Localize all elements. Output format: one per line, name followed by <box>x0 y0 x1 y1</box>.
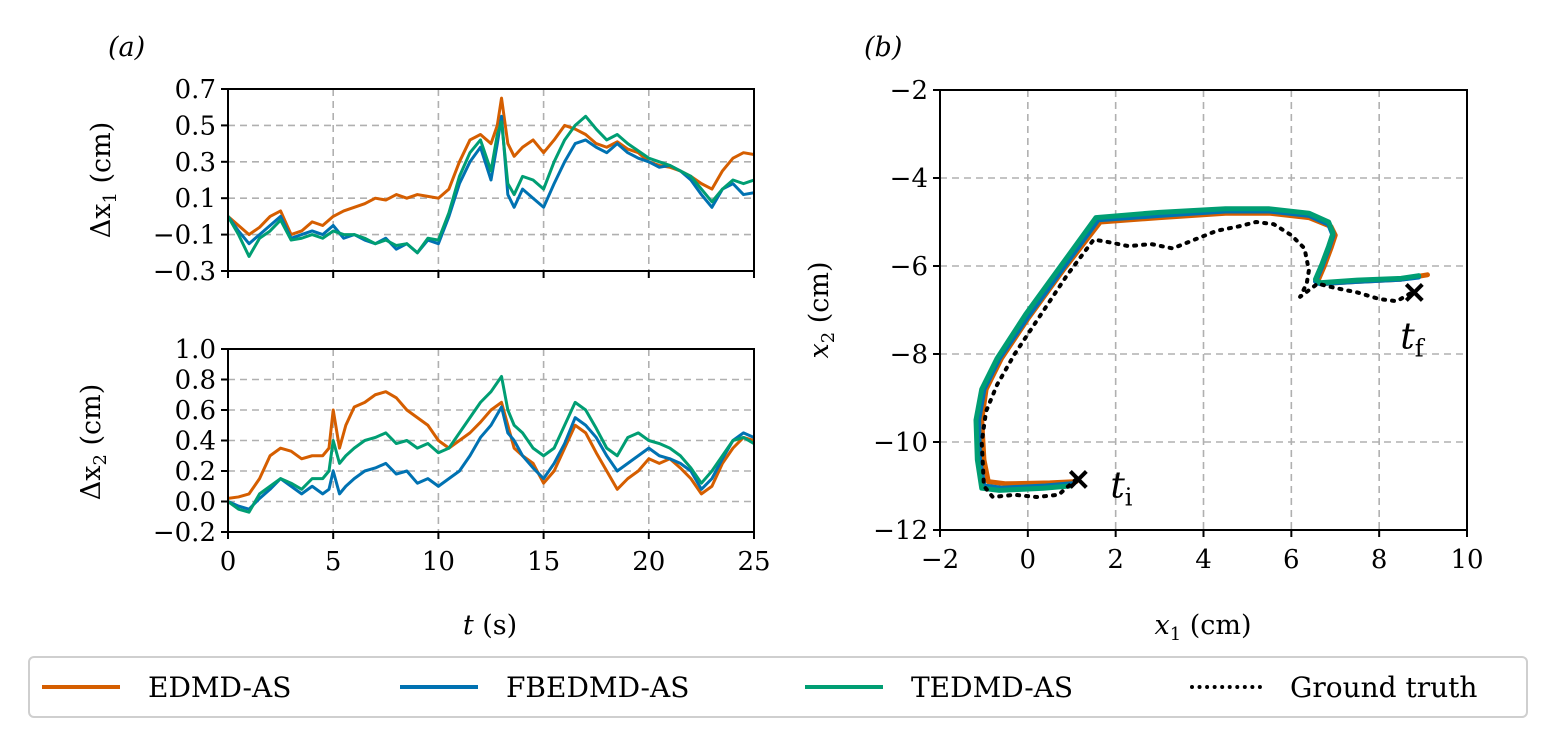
a1-ytick-label: 0.3 <box>175 148 216 178</box>
legend-item-fbedmd: FBEDMD-AS <box>400 658 689 716</box>
a2-ytick-label: 0.2 <box>175 457 216 487</box>
b-series-ground-truth <box>979 220 1415 499</box>
legend-swatch-ground-truth <box>1190 685 1262 689</box>
b-ytick-label: −10 <box>873 428 928 458</box>
a1-series-tedmd-as <box>228 114 754 258</box>
a2-ytick-label: 0.0 <box>175 488 216 518</box>
legend: EDMD-AS FBEDMD-AS TEDMD-AS Ground truth <box>28 656 1528 718</box>
a2-ytick-label: 0.6 <box>175 396 216 426</box>
a1-frame <box>227 88 755 272</box>
legend-item-edmd: EDMD-AS <box>42 658 291 716</box>
legend-label-tedmd: TEDMD-AS <box>911 670 1074 704</box>
b-annotation-tf: tf <box>1400 316 1425 362</box>
a2-ytick-label: 1.0 <box>175 335 216 365</box>
b-xtick-label: 8 <box>1371 545 1388 575</box>
b-xtick-label: 6 <box>1283 545 1300 575</box>
panel-label-a: (a) <box>108 32 145 63</box>
b-ytick-label: −8 <box>890 340 928 370</box>
a1-ytick-label: 0.7 <box>175 75 216 105</box>
a2-xtick-label: 25 <box>737 547 770 577</box>
b-ytick-label: −4 <box>890 164 928 194</box>
b-annotation-sub: f <box>1415 334 1426 362</box>
legend-swatch-tedmd <box>805 685 883 689</box>
b-series-tedmd-as <box>973 206 1422 493</box>
a1-ytick-label: −0.1 <box>153 221 216 251</box>
plot-a-delta-x2: 1.00.80.60.40.20.0−0.20 5 10 15 20 25 <box>153 335 771 577</box>
a2-xtick-label: 20 <box>632 547 665 577</box>
a2-ytick-label: −0.2 <box>153 518 216 548</box>
a2-series-tedmd-as <box>228 374 754 514</box>
a1-ytick-label: −0.3 <box>153 257 216 287</box>
a2-ytick-label: 0.8 <box>175 366 216 396</box>
a1-ytick-label: 0.1 <box>175 184 216 214</box>
b-marker-tf-stroke2 <box>1404 282 1424 302</box>
b-annotation-main: t <box>1400 316 1415 357</box>
a2-ytick-label: 0.4 <box>175 427 216 457</box>
a2-ylabel: Δx2 (cm) <box>76 384 111 501</box>
b-xtick-label: 0 <box>1020 545 1037 575</box>
b-ytick-label: −12 <box>873 516 928 546</box>
figure: (a) (b) 0.70.50.30.1−0.1−0.3 1.00.80.60.… <box>76 32 1484 645</box>
a2-xtick-label: 0 <box>220 547 237 577</box>
b-annotation-main: t <box>1110 465 1125 506</box>
legend-item-ground-truth: Ground truth <box>1190 658 1477 716</box>
legend-label-edmd: EDMD-AS <box>148 670 292 704</box>
b-xtick-label: 4 <box>1195 545 1212 575</box>
b-ylabel: x2 (cm) <box>804 261 839 358</box>
a2-frame <box>227 348 755 533</box>
b-annotation-ti: ti <box>1110 465 1132 511</box>
plot-a-delta-x1: 0.7 0.5 0.3 0.1 −0.1 −0.3 <box>153 75 755 287</box>
b-xtick-label: 10 <box>1450 545 1483 575</box>
legend-label-fbedmd: FBEDMD-AS <box>506 670 690 704</box>
b-xlabel: x1 (cm) <box>1154 610 1251 645</box>
legend-swatch-fbedmd <box>400 685 478 689</box>
b-series-fbedmd-as <box>976 208 1422 491</box>
b-series-edmd-as <box>979 210 1430 487</box>
a2-series-fbedmd-as <box>228 405 754 511</box>
b-annotation-sub: i <box>1125 483 1133 511</box>
b-ytick-label: −2 <box>890 76 928 106</box>
a2-xtick-label: 5 <box>325 547 342 577</box>
a1-ylabel: Δx1 (cm) <box>86 122 121 239</box>
b-xtick-label: −2 <box>921 545 959 575</box>
b-frame <box>939 89 1468 531</box>
a1-series-fbedmd-as <box>228 114 754 255</box>
a1-ytick-label: 0.5 <box>175 111 216 141</box>
legend-item-tedmd: TEDMD-AS <box>805 658 1073 716</box>
a2-xtick-label: 15 <box>527 547 560 577</box>
a2-series-edmd-as <box>228 390 754 500</box>
legend-swatch-edmd <box>42 685 120 689</box>
b-marker-ti-stroke2 <box>1068 469 1088 489</box>
b-ytick-label: −6 <box>890 252 928 282</box>
b-xtick-label: 2 <box>1107 545 1124 575</box>
legend-label-ground-truth: Ground truth <box>1290 670 1478 704</box>
a-xlabel: t (s) <box>463 610 517 641</box>
a2-xtick-label: 10 <box>422 547 455 577</box>
panel-label-b: (b) <box>864 32 902 63</box>
